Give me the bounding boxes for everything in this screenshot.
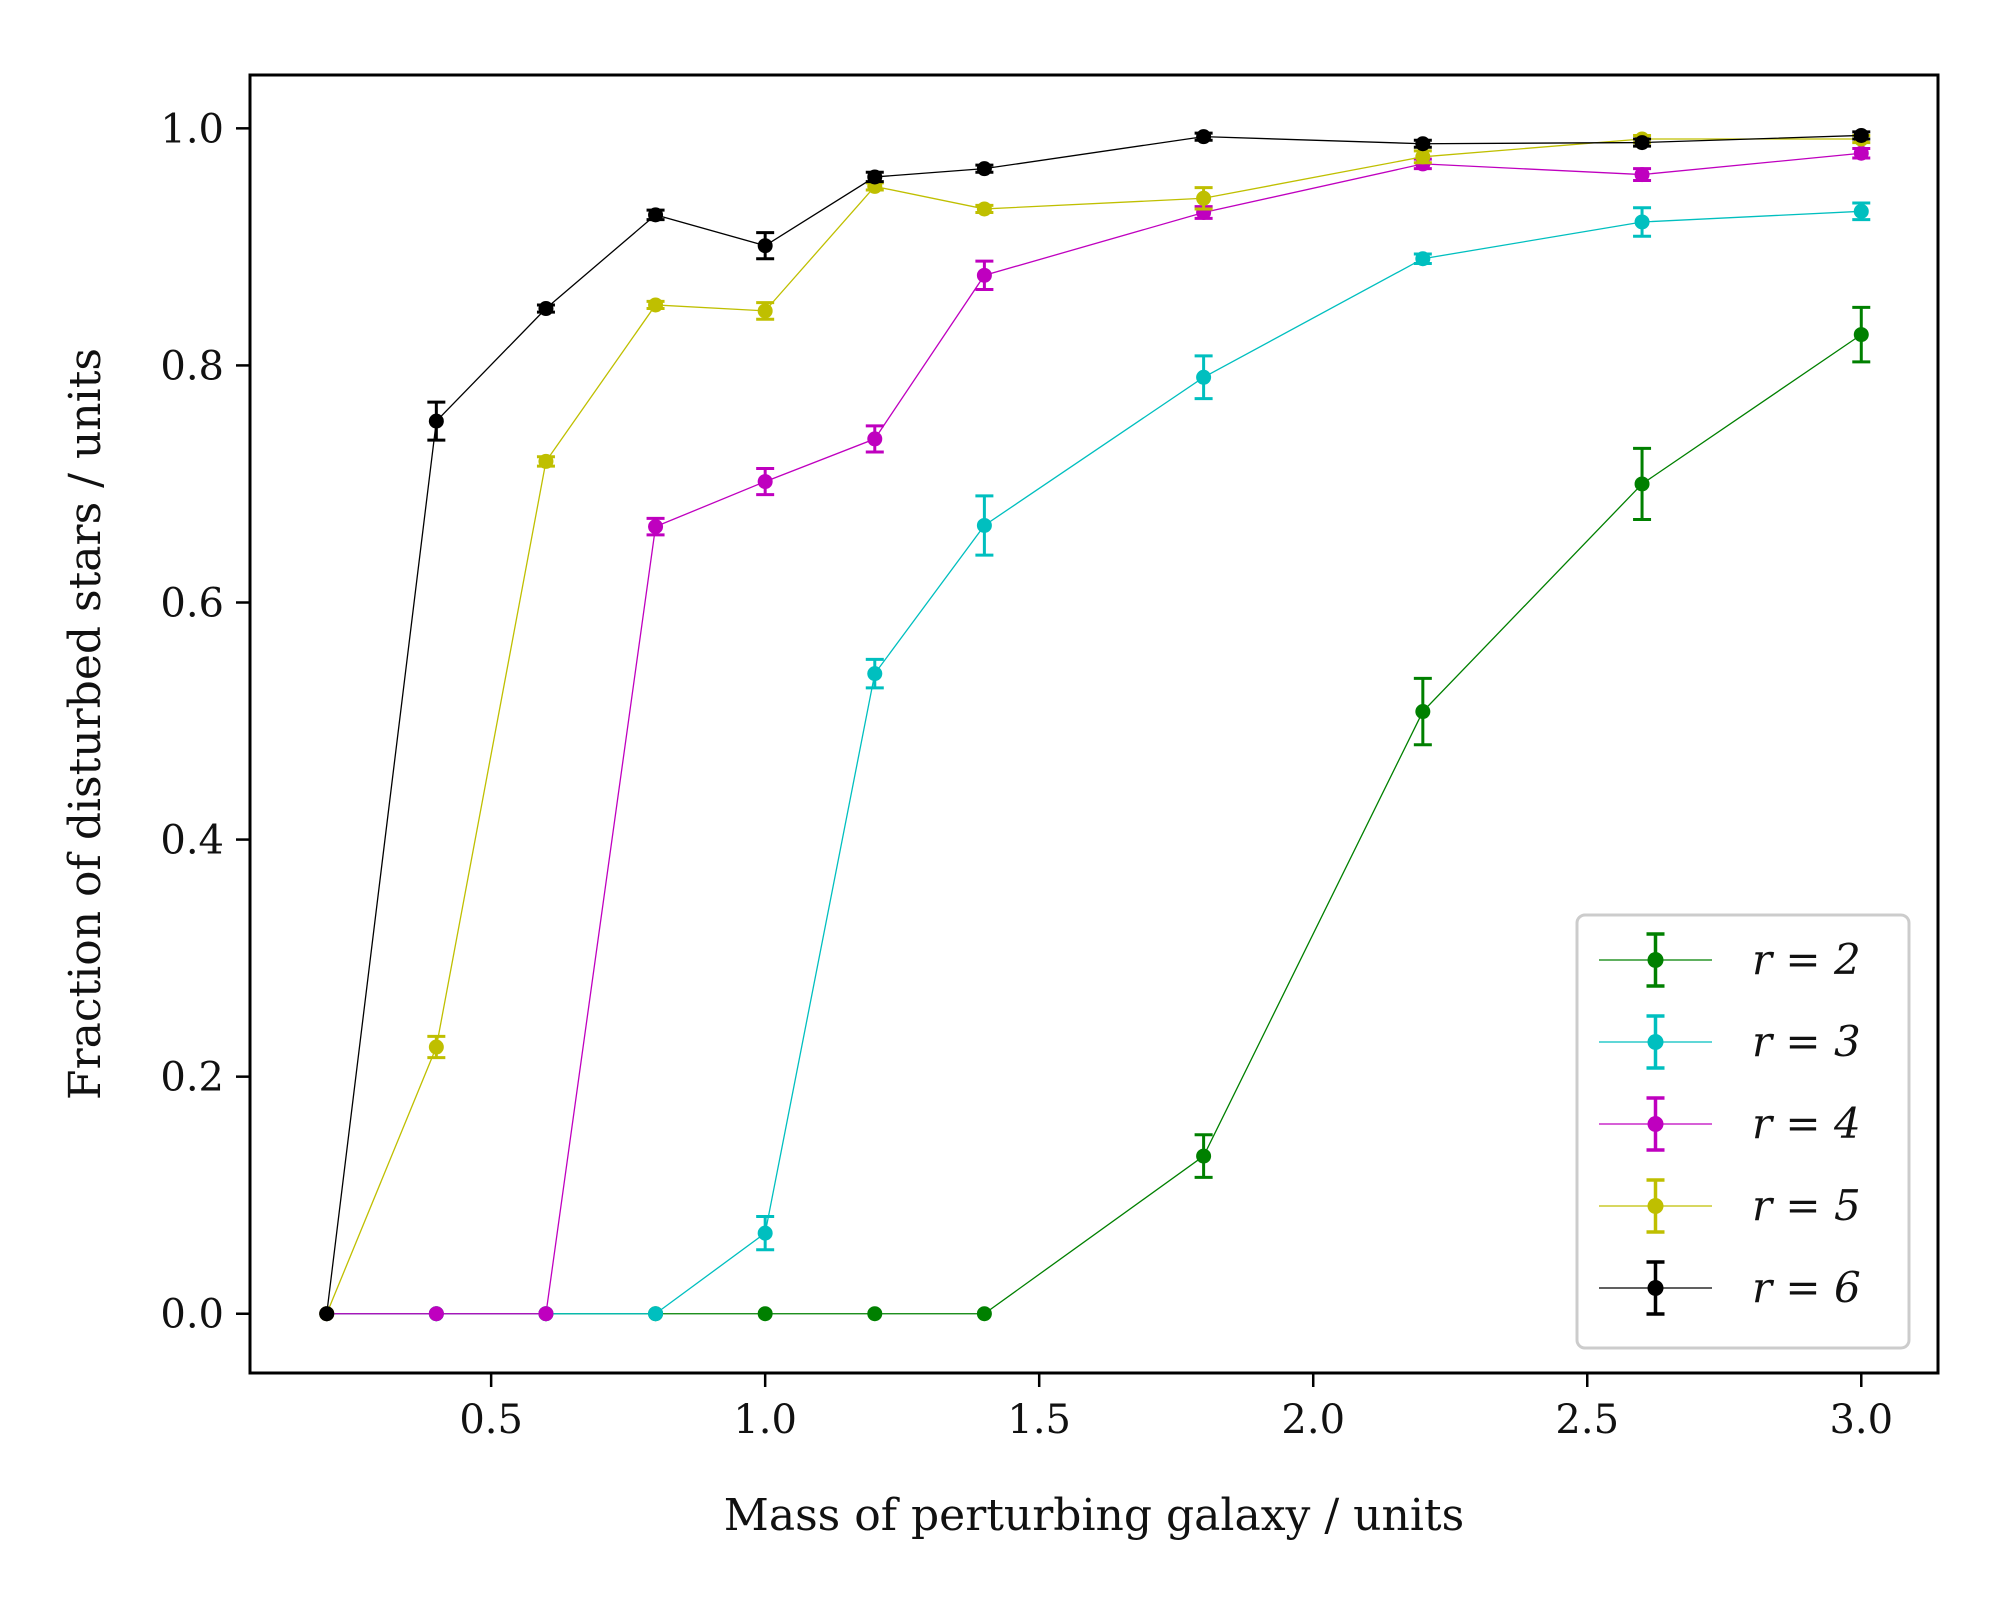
data-point	[648, 519, 664, 535]
data-point	[1634, 167, 1650, 183]
series-5	[319, 127, 1871, 1322]
y-tick-label: 0.2	[160, 1055, 224, 1101]
x-axis: 0.5 1.0 1.5 2.0 2.5 3.0	[459, 1373, 1893, 1443]
data-point	[319, 1306, 335, 1322]
data-point	[538, 1306, 554, 1322]
legend-label: r = 3	[1752, 1017, 1861, 1066]
data-point	[1853, 127, 1869, 143]
x-tick-label: 2.5	[1555, 1397, 1619, 1443]
legend-entry: r = 3	[1599, 1014, 1861, 1070]
legend-entry: r = 2	[1599, 932, 1861, 988]
data-point	[867, 1306, 883, 1322]
legend: r = 2 r = 3 r = 4 r = 5 r = 6	[1575, 913, 1911, 1350]
data-point	[1853, 327, 1869, 343]
plot-area	[319, 127, 1871, 1322]
data-point	[538, 453, 554, 469]
data-point	[538, 301, 554, 317]
x-tick-label: 1.0	[733, 1397, 797, 1443]
data-point	[648, 207, 664, 223]
data-point	[976, 517, 992, 533]
legend-entry: r = 4	[1599, 1096, 1861, 1152]
y-axis: 0.0 0.2 0.4 0.6 0.8 1.0	[160, 106, 250, 1338]
data-point	[1196, 1148, 1212, 1164]
y-tick-label: 0.4	[160, 818, 224, 864]
data-point	[1853, 203, 1869, 219]
x-tick-label: 2.0	[1281, 1397, 1345, 1443]
legend-box	[1575, 913, 1911, 1350]
legend-marker	[1647, 952, 1664, 968]
data-point	[1634, 214, 1650, 230]
data-point	[648, 297, 664, 313]
legend-label: r = 6	[1752, 1263, 1861, 1312]
data-point	[428, 413, 444, 429]
data-point	[757, 1306, 773, 1322]
data-point	[976, 1306, 992, 1322]
data-point	[1196, 129, 1212, 145]
y-tick-label: 0.8	[160, 343, 224, 389]
y-tick-label: 1.0	[160, 106, 224, 152]
y-axis-title: Fraction of disturbed stars / units	[60, 348, 111, 1100]
legend-label: r = 5	[1752, 1181, 1861, 1230]
data-point	[1415, 149, 1431, 165]
data-point	[976, 161, 992, 177]
legend-label: r = 2	[1752, 935, 1861, 984]
data-point	[1853, 145, 1869, 161]
legend-label: r = 4	[1752, 1099, 1861, 1148]
data-point	[428, 1039, 444, 1055]
legend-marker	[1647, 1034, 1664, 1050]
data-point	[648, 1306, 664, 1322]
data-point	[867, 666, 883, 682]
y-tick-label: 0.0	[160, 1292, 224, 1338]
plot-frame	[248, 73, 1940, 1375]
data-point	[428, 1306, 444, 1322]
data-point	[1415, 704, 1431, 720]
legend-marker	[1647, 1116, 1664, 1132]
data-point	[757, 238, 773, 254]
data-point	[1634, 476, 1650, 492]
x-tick-label: 1.5	[1007, 1397, 1071, 1443]
data-point	[867, 431, 883, 447]
data-point	[757, 303, 773, 319]
x-tick-label: 3.0	[1829, 1397, 1893, 1443]
y-tick-label: 0.6	[160, 580, 224, 626]
series-3	[319, 145, 1871, 1322]
data-point	[1415, 251, 1431, 267]
data-point	[1196, 369, 1212, 385]
legend-marker	[1647, 1198, 1664, 1214]
data-point	[976, 201, 992, 217]
legend-marker	[1647, 1280, 1664, 1296]
data-point	[1415, 136, 1431, 152]
legend-entry: r = 5	[1599, 1178, 1861, 1234]
data-point	[757, 474, 773, 490]
x-tick-label: 0.5	[459, 1397, 523, 1443]
x-axis-title: Mass of perturbing galaxy / units	[724, 1490, 1464, 1541]
data-point	[757, 1225, 773, 1241]
data-point	[1634, 135, 1650, 151]
data-point	[976, 267, 992, 283]
legend-entry: r = 6	[1599, 1260, 1861, 1316]
data-point	[867, 169, 883, 185]
data-point	[1196, 190, 1212, 206]
